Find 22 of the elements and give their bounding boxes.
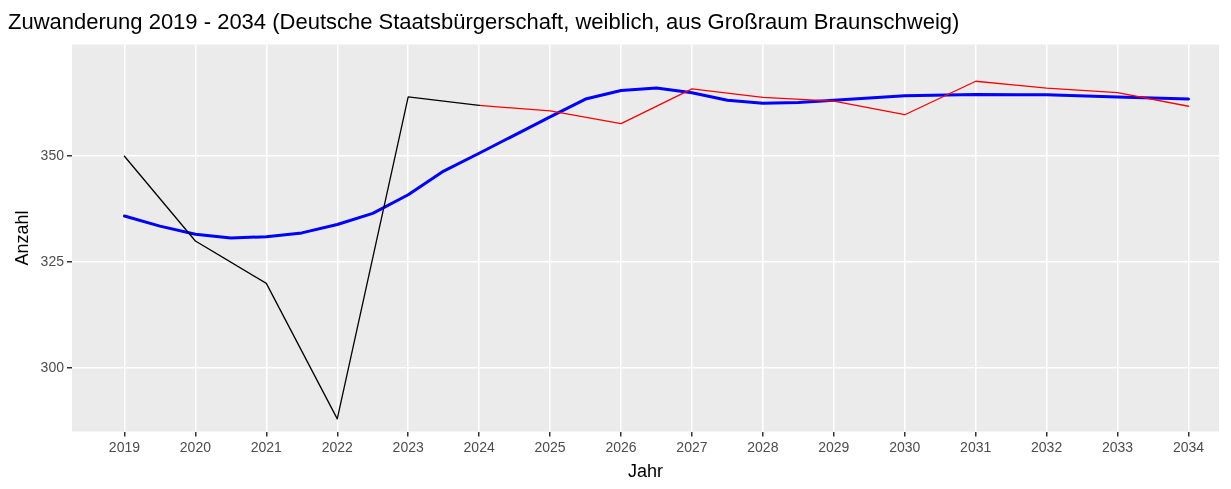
- x-tick-label: 2026: [605, 438, 637, 455]
- y-axis-title: Anzahl: [11, 210, 32, 266]
- x-tick-label: 2030: [889, 438, 921, 455]
- x-tick-label: 2019: [108, 438, 141, 455]
- x-tick-label: 2020: [179, 438, 212, 455]
- x-tick-label: 2025: [534, 438, 566, 455]
- x-tick-label: 2034: [1172, 438, 1205, 455]
- x-tick-label: 2022: [321, 438, 354, 455]
- x-tick-label: 2021: [250, 438, 283, 455]
- x-tick-label: 2032: [1031, 438, 1063, 455]
- x-tick-label: 2031: [960, 438, 992, 455]
- x-tick-label: 2024: [463, 438, 495, 455]
- x-tick-label: 2027: [676, 438, 708, 455]
- x-tick-label: 2028: [747, 438, 779, 455]
- chart-title: Zuwanderung 2019 - 2034 (Deutsche Staatsbürgerschaft, weiblich, aus Großraum Braunschweig): [8, 9, 960, 35]
- y-tick-label: 300: [40, 358, 65, 375]
- x-tick-label: 2033: [1101, 438, 1134, 455]
- x-tick-label: 2029: [818, 438, 850, 455]
- y-tick-label: 350: [40, 147, 65, 164]
- x-tick-label: 2023: [392, 438, 424, 455]
- y-tick-label: 325: [40, 253, 65, 270]
- x-axis-title: Jahr: [627, 461, 663, 482]
